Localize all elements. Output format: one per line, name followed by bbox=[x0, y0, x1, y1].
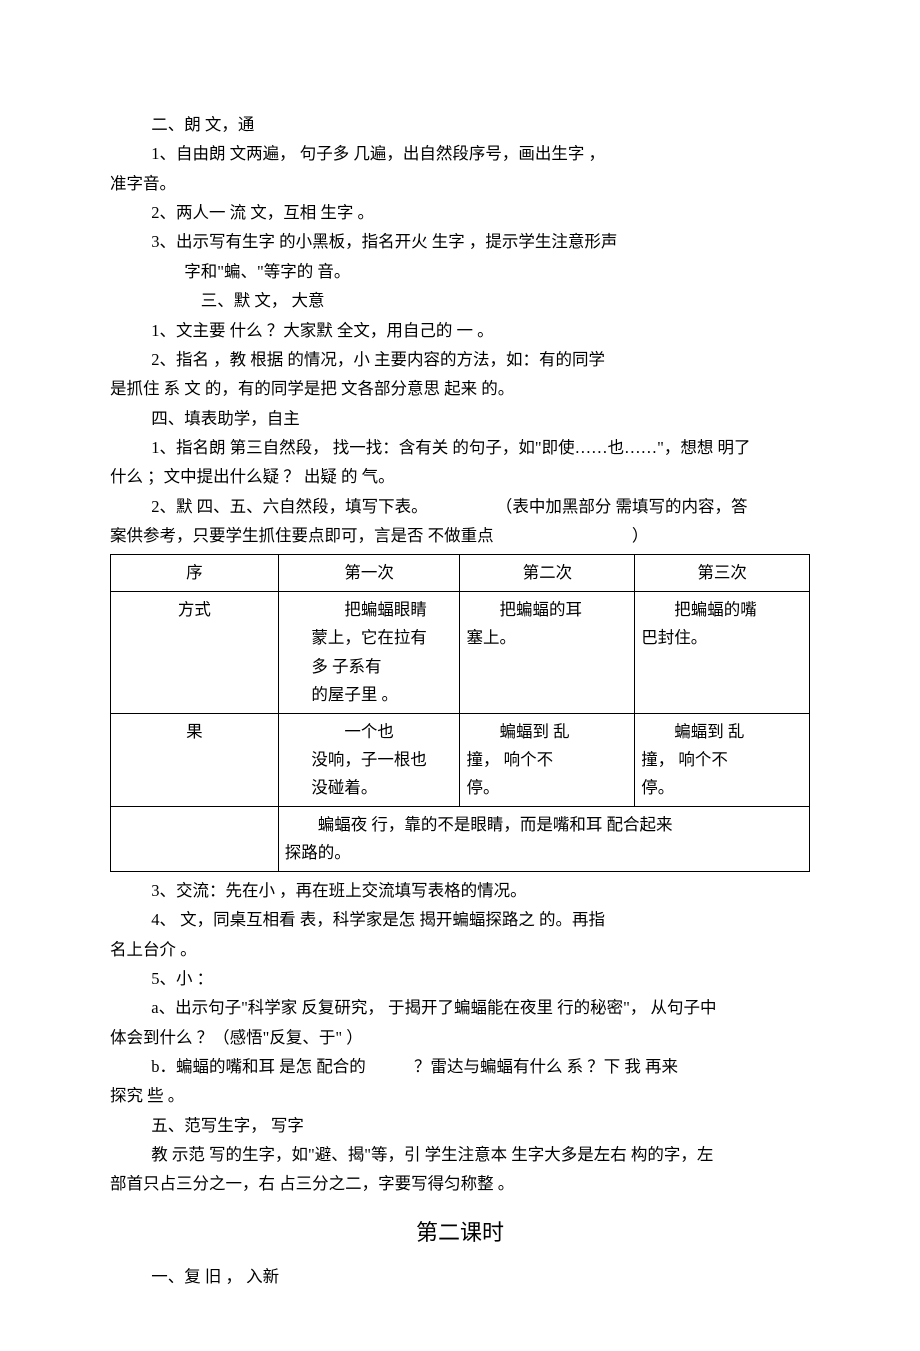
table-cell: 把蝙蝠的嘴巴封住。 bbox=[635, 592, 810, 713]
experiment-table: 序 第一次 第二次 第三次 方式 把蝙蝠眼睛蒙上，它在拉有多 子系有的屋子里 。… bbox=[110, 554, 810, 871]
paragraph: 教 示范 写的生字，如"避、揭"等，引 学生注意本 生字大多是左右 构的字，左 bbox=[110, 1140, 810, 1169]
table-cell bbox=[111, 806, 279, 871]
text: 案供参考，只要学生抓住要点即可，言是否 不做重点 bbox=[110, 526, 494, 545]
paragraph: 3、出示写有生字 的小黑板，指名开火 生字 ，提示学生注意形声 bbox=[110, 227, 810, 256]
paragraph: 字和"蝙、"等字的 音。 bbox=[110, 257, 810, 286]
text: b．蝙蝠的嘴和耳 是怎 配合的 bbox=[151, 1057, 366, 1076]
table-cell: 把蝙蝠眼睛蒙上，它在拉有多 子系有的屋子里 。 bbox=[278, 592, 460, 713]
section-heading-6: 一、复 旧 ， 入新 bbox=[110, 1262, 810, 1291]
paragraph: 1、自由朗 文两遍， 句子多 几遍，出自然段序号，画出生字 ， bbox=[110, 139, 810, 168]
lesson-subtitle: 第二课时 bbox=[110, 1213, 810, 1252]
text: 2、默 四、五、六自然段，填写下表。 bbox=[151, 497, 427, 516]
paragraph: 是抓住 系 文 的，有的同学是把 文各部分意思 起来 的。 bbox=[110, 374, 810, 403]
paragraph: 2、两人一 流 文，互相 生字 。 bbox=[110, 198, 810, 227]
paragraph: 4、 文，同桌互相看 表，科学家是怎 揭开蝙蝠探路之 的。再指 bbox=[110, 905, 810, 934]
table-row: 方式 把蝙蝠眼睛蒙上，它在拉有多 子系有的屋子里 。 把蝙蝠的耳塞上。 把蝙蝠的… bbox=[111, 592, 810, 713]
paragraph: 什么 ；文中提出什么疑 ？ 出疑 的 气。 bbox=[110, 462, 810, 491]
table-row: 蝙蝠夜 行，靠的不是眼睛，而是嘴和耳 配合起来探路的。 bbox=[111, 806, 810, 871]
paragraph: 准字音。 bbox=[110, 169, 810, 198]
paragraph: 2、指名 ，教 根据 的情况，小 主要内容的方法，如：有的同学 bbox=[110, 345, 810, 374]
paragraph: 体会到什么 ？（感悟"反复、于" ） bbox=[110, 1023, 810, 1052]
document-page: 二、朗 文，通 1、自由朗 文两遍， 句子多 几遍，出自然段序号，画出生字 ， … bbox=[0, 0, 920, 1351]
paragraph: 5、小 ： bbox=[110, 964, 810, 993]
table-cell: 序 bbox=[111, 555, 279, 592]
section-heading-5: 五、范写生字， 写字 bbox=[110, 1111, 810, 1140]
text: ） bbox=[632, 526, 649, 545]
paragraph: 案供参考，只要学生抓住要点即可，言是否 不做重点 ） bbox=[110, 521, 810, 550]
paragraph: a、出示句子"科学家 反复研究， 于揭开了蝙蝠能在夜里 行的秘密"， 从句子中 bbox=[110, 993, 810, 1022]
text: （表中加黑部分 需填写的内容，答 bbox=[496, 497, 748, 516]
table-cell: 方式 bbox=[111, 592, 279, 713]
table-cell: 蝙蝠夜 行，靠的不是眼睛，而是嘴和耳 配合起来探路的。 bbox=[278, 806, 809, 871]
paragraph: 探究 些 。 bbox=[110, 1081, 810, 1110]
table-cell: 一个也没响，子一根也没碰着。 bbox=[278, 713, 460, 806]
section-heading-3: 三、默 文， 大意 bbox=[110, 286, 810, 315]
table-cell: 蝙蝠到 乱撞， 响个不停。 bbox=[460, 713, 635, 806]
paragraph: 名上台介 。 bbox=[110, 935, 810, 964]
paragraph: 2、默 四、五、六自然段，填写下表。 （表中加黑部分 需填写的内容，答 bbox=[110, 492, 810, 521]
table-row: 序 第一次 第二次 第三次 bbox=[111, 555, 810, 592]
table-cell: 把蝙蝠的耳塞上。 bbox=[460, 592, 635, 713]
section-heading-2: 二、朗 文，通 bbox=[110, 110, 810, 139]
table-row: 果 一个也没响，子一根也没碰着。 蝙蝠到 乱撞， 响个不停。 蝙蝠到 乱撞， 响… bbox=[111, 713, 810, 806]
paragraph: b．蝙蝠的嘴和耳 是怎 配合的 ？雷达与蝙蝠有什么 系 ？下 我 再来 bbox=[110, 1052, 810, 1081]
table-cell: 第一次 bbox=[278, 555, 460, 592]
section-heading-4: 四、填表助学，自主 bbox=[110, 404, 810, 433]
table-cell: 第三次 bbox=[635, 555, 810, 592]
paragraph: 3、交流：先在小 ，再在班上交流填写表格的情况。 bbox=[110, 876, 810, 905]
paragraph: 部首只占三分之一，右 占三分之二，字要写得匀称整 。 bbox=[110, 1169, 810, 1198]
table-cell: 果 bbox=[111, 713, 279, 806]
paragraph: 1、文主要 什么 ？大家默 全文，用自己的 一 。 bbox=[110, 316, 810, 345]
table-cell: 蝙蝠到 乱撞， 响个不停。 bbox=[635, 713, 810, 806]
text: ？雷达与蝙蝠有什么 系 ？下 我 再来 bbox=[414, 1057, 678, 1076]
table-cell: 第二次 bbox=[460, 555, 635, 592]
paragraph: 1、指名朗 第三自然段， 找一找：含有关 的句子，如"即使……也……"，想想 明… bbox=[110, 433, 810, 462]
